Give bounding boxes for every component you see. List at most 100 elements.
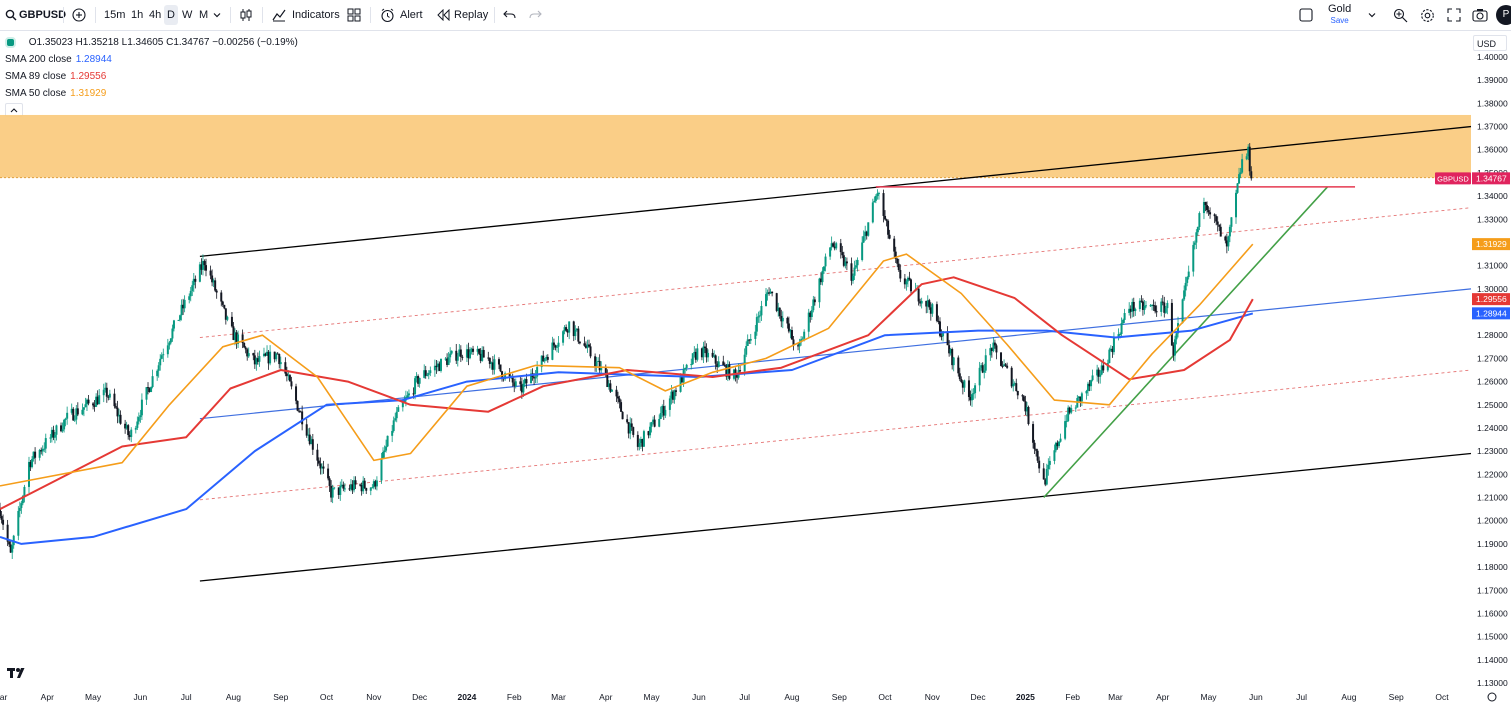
alert-icon[interactable] bbox=[380, 0, 395, 30]
candle-body bbox=[296, 400, 299, 411]
candle-body bbox=[523, 379, 526, 384]
candle-body bbox=[1042, 468, 1045, 480]
candle-body bbox=[1111, 348, 1114, 353]
sma89-legend[interactable]: SMA 89 close 1.29556 bbox=[5, 71, 106, 82]
sma50-value: 1.31929 bbox=[70, 88, 107, 99]
indicators-button[interactable]: Indicators bbox=[292, 9, 340, 21]
redo-icon[interactable] bbox=[529, 0, 542, 30]
candle-body bbox=[1225, 240, 1228, 247]
candle-body bbox=[626, 419, 629, 423]
replay-button[interactable]: Replay bbox=[454, 9, 489, 21]
undo-icon[interactable] bbox=[503, 0, 516, 30]
candle-body bbox=[685, 364, 688, 368]
sma200-legend[interactable]: SMA 200 close 1.28944 bbox=[5, 54, 112, 65]
candle-body bbox=[17, 510, 20, 536]
candle-body bbox=[459, 349, 462, 357]
layout-name[interactable]: Gold Save bbox=[1328, 4, 1351, 26]
candle-body bbox=[563, 327, 566, 332]
sma89-value: 1.29556 bbox=[70, 71, 107, 82]
candle-body bbox=[382, 452, 385, 459]
candle-body bbox=[449, 353, 452, 358]
alert-button[interactable]: Alert bbox=[400, 9, 423, 21]
timeframe-1h[interactable]: 1h bbox=[131, 9, 144, 21]
indicators-icon[interactable] bbox=[272, 0, 286, 30]
layout-save[interactable]: Save bbox=[1330, 16, 1349, 25]
chevron-down-icon[interactable] bbox=[213, 0, 221, 30]
candle-body bbox=[150, 387, 153, 393]
candle-body bbox=[810, 310, 813, 318]
candle-body bbox=[1215, 216, 1218, 222]
candle-body bbox=[670, 391, 673, 399]
candle-body bbox=[424, 370, 427, 376]
candle-body bbox=[1044, 479, 1047, 485]
candle-body bbox=[1088, 383, 1091, 387]
replay-icon[interactable] bbox=[437, 0, 450, 30]
candle-body bbox=[562, 331, 565, 343]
candle-body bbox=[705, 348, 708, 358]
sma50-legend[interactable]: SMA 50 close 1.31929 bbox=[5, 88, 106, 99]
x-tick-label: Apr bbox=[1156, 692, 1169, 702]
candle-body bbox=[372, 481, 375, 488]
camera-icon[interactable] bbox=[1472, 0, 1488, 30]
candle-body bbox=[43, 448, 46, 450]
candle-body bbox=[1068, 407, 1071, 413]
candle-body bbox=[739, 370, 742, 372]
timeframe-d[interactable]: D bbox=[164, 5, 178, 25]
channel-mid-lower-line bbox=[199, 369, 1472, 501]
candle-body bbox=[360, 484, 363, 492]
candle-body bbox=[11, 545, 14, 553]
timeframe-w[interactable]: W bbox=[182, 9, 193, 21]
legend-collapse-button[interactable] bbox=[5, 103, 23, 117]
candle-body bbox=[595, 361, 598, 367]
bar-style-icon[interactable] bbox=[240, 0, 253, 30]
timeframe-m[interactable]: M bbox=[199, 9, 209, 21]
add-symbol-icon[interactable] bbox=[72, 0, 86, 30]
candle-body bbox=[1245, 156, 1248, 160]
candle-body bbox=[661, 406, 664, 414]
candle-body bbox=[243, 342, 246, 348]
candle-body bbox=[871, 202, 874, 223]
search-icon[interactable] bbox=[5, 0, 17, 30]
templates-icon[interactable] bbox=[347, 0, 361, 30]
candle-body bbox=[530, 373, 533, 384]
candle-body bbox=[342, 484, 345, 489]
candle-body bbox=[641, 439, 644, 447]
candle-body bbox=[1198, 213, 1201, 227]
timeframe-15m[interactable]: 15m bbox=[104, 9, 126, 21]
y-tick-label: 1.18000 bbox=[1477, 562, 1508, 572]
candle-body bbox=[1170, 302, 1173, 346]
candle-body bbox=[1112, 337, 1115, 353]
candle-body bbox=[18, 508, 21, 511]
sma200-label: SMA 200 close bbox=[5, 54, 72, 65]
candle-body bbox=[301, 411, 304, 425]
candle-body bbox=[298, 410, 301, 412]
fullscreen-icon[interactable] bbox=[1447, 0, 1461, 30]
candle-body bbox=[732, 369, 735, 379]
candle-body bbox=[542, 355, 545, 362]
candle-body bbox=[1192, 244, 1195, 272]
candle-body bbox=[1163, 302, 1166, 313]
settings-icon[interactable] bbox=[1420, 0, 1435, 30]
candle-body bbox=[777, 307, 780, 311]
candle-body bbox=[630, 423, 633, 428]
avatar[interactable]: P bbox=[1496, 5, 1511, 25]
candle-body bbox=[140, 399, 143, 416]
y-tick-label: 1.22000 bbox=[1477, 469, 1508, 479]
currency-selector[interactable]: USD bbox=[1473, 35, 1507, 51]
candle-body bbox=[572, 321, 575, 337]
layout-chevron-icon[interactable] bbox=[1368, 0, 1376, 30]
timeframe-4h[interactable]: 4h bbox=[149, 9, 162, 21]
symbol-name[interactable]: GBPUSD bbox=[19, 9, 67, 21]
candle-body bbox=[482, 349, 485, 358]
candle-body bbox=[577, 328, 580, 342]
candle-body bbox=[768, 292, 771, 294]
candle-body bbox=[662, 406, 665, 416]
candle-body bbox=[1108, 349, 1111, 364]
candle-body bbox=[531, 373, 534, 377]
candle-body bbox=[1123, 313, 1126, 320]
candle-body bbox=[1143, 305, 1146, 310]
quick-search-icon[interactable] bbox=[1393, 0, 1408, 30]
layout-icon[interactable] bbox=[1299, 0, 1313, 30]
candle-body bbox=[508, 373, 511, 378]
